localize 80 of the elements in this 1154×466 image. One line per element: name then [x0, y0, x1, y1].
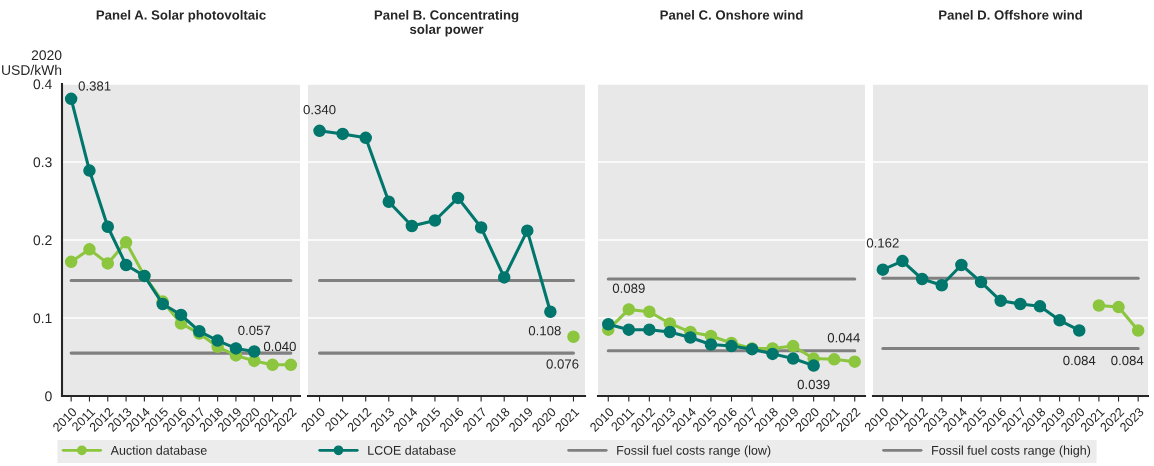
y-tick-label: 0.2	[33, 235, 52, 246]
annotation: 0.108	[528, 326, 561, 336]
y-tick-label: 0.3	[33, 157, 52, 168]
y-tick-label: 0.1	[33, 313, 52, 324]
point	[1072, 324, 1086, 337]
point	[119, 258, 133, 272]
y-axis-title: 2020 USD/kWh	[2, 50, 62, 76]
chart-title: Panel B. Concentrating solar power	[374, 10, 519, 37]
point	[1131, 324, 1145, 337]
chart-title: Panel C. Onshore wind	[660, 10, 803, 20]
point	[336, 127, 349, 141]
point	[382, 195, 396, 209]
point	[101, 257, 115, 270]
point	[876, 263, 890, 276]
legend-label: LCOE database	[368, 445, 456, 455]
point	[896, 254, 909, 268]
chart-title: Panel D. Offshore wind	[939, 10, 1082, 20]
point	[1033, 300, 1047, 313]
point	[766, 347, 779, 361]
point	[544, 305, 557, 319]
point	[974, 275, 988, 289]
point	[64, 255, 78, 269]
point	[1092, 299, 1106, 312]
point	[83, 243, 96, 256]
point	[211, 334, 224, 347]
annotation: 0.381	[78, 81, 111, 91]
point	[313, 124, 326, 138]
point	[521, 224, 534, 237]
annotation: 0.040	[263, 341, 296, 352]
point	[1053, 314, 1066, 327]
annotation: 0.044	[827, 333, 860, 343]
point	[567, 330, 580, 343]
point	[474, 221, 488, 234]
point	[827, 353, 841, 366]
point	[497, 271, 511, 284]
point	[935, 278, 949, 292]
annotation: 0.089	[612, 283, 645, 293]
annotation: 0.162	[866, 238, 899, 248]
point	[994, 294, 1007, 308]
point	[1112, 300, 1125, 314]
point	[684, 331, 697, 344]
point	[663, 325, 677, 339]
point	[119, 236, 133, 249]
point	[174, 308, 188, 322]
point	[643, 305, 656, 319]
point	[405, 219, 419, 233]
point	[643, 323, 656, 336]
point	[359, 131, 372, 145]
point	[451, 191, 465, 205]
point	[284, 358, 298, 372]
annotation: 0.057	[238, 325, 271, 336]
point	[955, 258, 968, 272]
y-tick-label: 0	[45, 391, 52, 402]
point	[229, 342, 243, 355]
point	[64, 92, 78, 106]
point	[83, 164, 96, 177]
point	[786, 352, 800, 365]
annotation: 0.084	[1063, 355, 1096, 366]
point	[807, 359, 820, 372]
point	[622, 303, 636, 316]
annotation: 0.340	[303, 104, 336, 115]
chart-title: Panel A. Solar photovoltaic	[96, 10, 266, 23]
legend-label: Fossil fuel costs range (low)	[617, 445, 771, 458]
point	[428, 214, 442, 227]
point	[786, 339, 800, 353]
legend-label: Fossil fuel costs range (high)	[932, 445, 1091, 458]
annotation: 0.084	[1111, 355, 1144, 366]
point	[915, 272, 929, 286]
annotation: 0.039	[797, 379, 830, 390]
legend-label: Auction database	[110, 445, 207, 455]
point	[266, 358, 279, 372]
point	[848, 355, 861, 368]
annotation: 0.076	[546, 359, 579, 369]
point	[247, 345, 261, 358]
point	[622, 323, 636, 336]
point	[704, 338, 718, 351]
point	[602, 317, 615, 331]
point	[101, 220, 115, 233]
y-tick-label: 0.4	[33, 79, 52, 90]
point	[1014, 297, 1027, 311]
